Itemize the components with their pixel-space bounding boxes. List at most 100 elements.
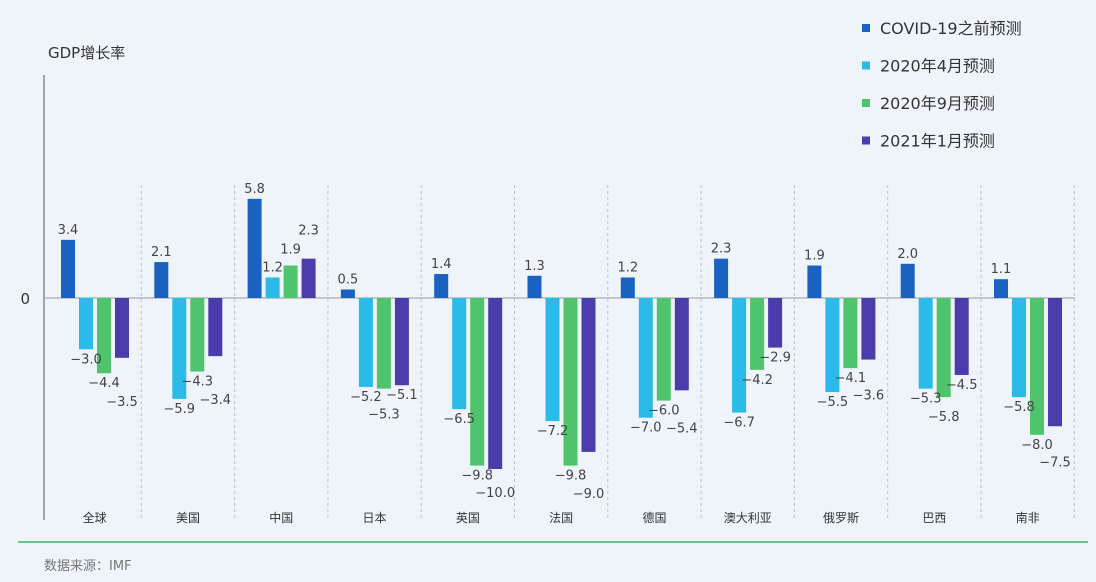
bar xyxy=(358,298,373,387)
data-label: −5.8 xyxy=(1003,400,1035,415)
bar xyxy=(750,298,765,370)
data-label: −3.4 xyxy=(200,393,232,408)
data-label: −7.5 xyxy=(1039,455,1071,470)
bar xyxy=(283,265,298,298)
legend-label: COVID-19之前预测 xyxy=(880,19,1022,38)
x-tick-label: 巴西 xyxy=(922,511,946,525)
legend-marker xyxy=(862,99,870,107)
bar xyxy=(208,298,223,357)
source-note: 数据来源：IMF xyxy=(44,559,132,574)
data-label: −4.4 xyxy=(88,376,120,391)
bar xyxy=(265,277,280,298)
data-label: −5.9 xyxy=(164,402,196,417)
bar xyxy=(376,298,391,389)
data-label: 3.4 xyxy=(58,223,79,238)
x-tick-label: 德国 xyxy=(642,510,666,525)
y-tick-zero: 0 xyxy=(20,290,30,308)
data-label: −7.0 xyxy=(630,421,662,436)
legend-marker xyxy=(862,136,870,145)
bar xyxy=(1030,298,1044,435)
data-label: 0.5 xyxy=(338,272,359,287)
bar xyxy=(61,239,75,298)
bar xyxy=(714,258,729,298)
x-tick-label: 法国 xyxy=(549,511,573,525)
data-label: −4.3 xyxy=(182,375,214,390)
data-label: 1.2 xyxy=(262,260,283,275)
data-label: −7.2 xyxy=(537,424,569,439)
bar xyxy=(861,298,876,360)
bar xyxy=(936,298,951,398)
bar xyxy=(656,298,671,401)
bar xyxy=(900,263,915,298)
bar xyxy=(470,298,485,466)
bar xyxy=(918,298,933,389)
data-label: 1.9 xyxy=(804,249,825,264)
bar xyxy=(1048,298,1062,427)
data-label: −5.1 xyxy=(386,388,418,403)
data-label: −5.4 xyxy=(666,421,698,436)
x-tick-label: 南非 xyxy=(1016,510,1040,525)
bar xyxy=(247,198,262,298)
data-label: −6.5 xyxy=(443,412,475,427)
bar xyxy=(1012,298,1026,398)
bar xyxy=(527,275,542,298)
data-label: −6.7 xyxy=(723,416,755,431)
bar xyxy=(563,298,578,466)
data-label: 1.4 xyxy=(431,257,452,272)
x-tick-label: 美国 xyxy=(176,511,200,525)
bar xyxy=(954,298,969,375)
data-label: −6.0 xyxy=(648,404,680,419)
bar xyxy=(434,274,449,298)
data-label: −9.0 xyxy=(573,487,605,502)
data-label: −2.9 xyxy=(759,351,791,366)
data-label: 2.0 xyxy=(897,247,918,262)
bar xyxy=(843,298,858,369)
bar xyxy=(452,298,467,410)
legend-label: 2020年9月预测 xyxy=(880,94,995,113)
bar xyxy=(638,298,653,418)
data-label: 1.1 xyxy=(991,262,1012,277)
bar xyxy=(97,298,111,374)
y-axis-label: GDP增长率 xyxy=(48,44,125,62)
bar xyxy=(172,298,187,399)
data-label: 1.3 xyxy=(524,259,545,274)
bar xyxy=(768,298,783,348)
bar xyxy=(394,298,409,386)
data-label: 2.1 xyxy=(151,245,172,260)
data-label: 1.9 xyxy=(280,243,301,258)
legend-label: 2020年4月预测 xyxy=(880,57,995,76)
x-tick-label: 俄罗斯 xyxy=(823,511,859,525)
data-label: −4.2 xyxy=(741,373,773,388)
bar xyxy=(115,298,129,358)
x-tick-label: 中国 xyxy=(269,510,293,525)
data-label: −5.3 xyxy=(368,408,400,423)
legend-marker xyxy=(862,24,870,32)
data-label: −5.2 xyxy=(350,390,382,405)
data-label: −8.0 xyxy=(1021,438,1053,453)
data-label: −9.8 xyxy=(461,469,493,484)
bar xyxy=(825,298,840,393)
x-tick-label: 澳大利亚 xyxy=(724,511,772,525)
data-label: −3.5 xyxy=(106,395,138,410)
bar xyxy=(674,298,689,391)
bar xyxy=(620,277,635,298)
bar xyxy=(732,298,747,413)
bar xyxy=(545,298,560,422)
data-label: −10.0 xyxy=(475,486,515,501)
x-tick-label: 全球 xyxy=(83,510,107,525)
data-label: 2.3 xyxy=(298,224,319,239)
bar xyxy=(581,298,596,452)
bar xyxy=(301,258,316,298)
bar xyxy=(190,298,205,372)
bar xyxy=(807,265,822,298)
x-tick-label: 日本 xyxy=(363,511,387,525)
x-tick-label: 英国 xyxy=(456,511,480,525)
bar xyxy=(340,289,355,298)
legend-marker xyxy=(862,61,870,70)
bar xyxy=(994,279,1008,298)
data-label: −9.8 xyxy=(555,469,587,484)
data-label: −5.3 xyxy=(910,392,942,407)
data-label: −3.6 xyxy=(853,389,885,404)
